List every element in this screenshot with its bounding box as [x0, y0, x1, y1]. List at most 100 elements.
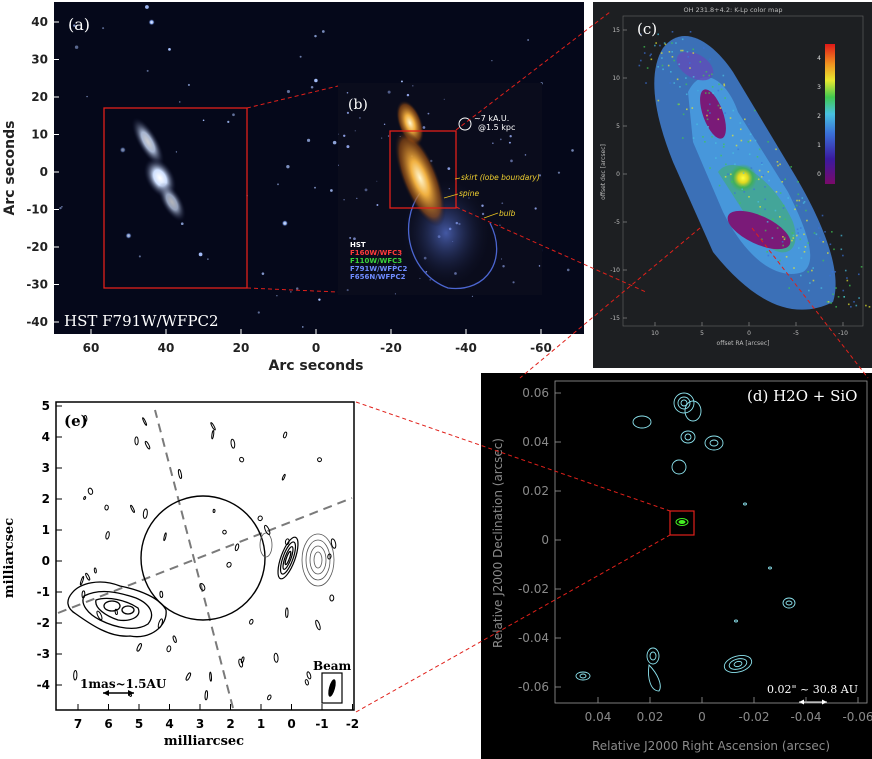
- panel-b-legend-item: F791W/WFPC2: [350, 265, 407, 273]
- panel-e-ytick-label: 0: [42, 554, 50, 568]
- panel-a-ytick-label: -30: [26, 278, 48, 292]
- panel-b: ~7 kA.U. @1.5 kpc skirt (lobe boundary) …: [338, 83, 542, 295]
- panel-e-xtick-label: 0: [287, 717, 295, 731]
- panel-a-xtick-label: 60: [83, 341, 100, 355]
- panel-a-xtick-label: -40: [455, 341, 477, 355]
- panel-a-ytick-label: -10: [26, 203, 48, 217]
- panel-e-ytick-label: 4: [42, 430, 50, 444]
- panel-d-xtick-label: 0.02: [637, 710, 664, 724]
- panel-e-figure: Beam 1mas~1.5AU (e) 7 6 5 4 3 2 1 0 -1 -2 5 4 3 2 1 0 -…: [2, 399, 359, 749]
- panel-a-xtick-label: 40: [158, 341, 175, 355]
- panel-c-label: (c): [637, 20, 657, 38]
- panel-c-xtick-label: -5: [793, 330, 799, 337]
- panel-a-zoom-box: [103, 107, 248, 289]
- panel-a-ytick-label: 30: [31, 53, 48, 67]
- panel-e: Beam 1mas~1.5AU (e) 7 6 5 4 3 2 1 0 -1 -2 5 4 3 2 1 0 -…: [0, 388, 362, 759]
- panel-d-frame: [554, 380, 868, 704]
- panel-c-ytick-label: -10: [610, 267, 620, 274]
- panel-d-ytick-label: 0.04: [522, 435, 549, 449]
- panel-e-xtick-label: 7: [74, 717, 82, 731]
- panel-c-ytick-label: -5: [614, 219, 620, 226]
- panel-b-scale-line2: @1.5 kpc: [478, 123, 515, 132]
- panel-a-nebula: [131, 117, 186, 222]
- panel-b-legend-item: F110W/WFC3: [350, 257, 402, 265]
- panel-c-ytick-label: 15: [612, 27, 620, 34]
- panel-e-contours-west: [67, 581, 167, 638]
- panel-d-xticks: 0.04 0.02 0 -0.02 -0.04 -0.06: [585, 697, 872, 724]
- panel-e-ytick-label: 2: [42, 492, 50, 506]
- panel-e-xticks: 7 6 5 4 3 2 1 0 -1 -2: [74, 704, 359, 731]
- panel-a-yticks: 40 30 20 10 0 -10 -20 -30 -40: [26, 15, 59, 329]
- panel-d-contours: [575, 392, 796, 692]
- panel-a-ytick-label: 0: [40, 165, 48, 179]
- panel-d-xtick-label: 0.04: [585, 710, 612, 724]
- panel-d-ytick-label: 0: [541, 533, 549, 547]
- panel-e-dashed-axis-2: [57, 497, 353, 614]
- panel-a-xtick-label: 20: [233, 341, 250, 355]
- panel-c-ytick-label: 5: [616, 123, 620, 130]
- panel-e-xtick-label: 3: [196, 717, 204, 731]
- panel-c-colorbar-tick: 3: [817, 84, 821, 91]
- panel-d-zoom-box: [669, 510, 695, 536]
- panel-a-xlabel: Arc seconds: [269, 358, 364, 374]
- panel-b-legend-item: HST: [350, 241, 366, 249]
- panel-e-xtick-label: -2: [346, 717, 359, 731]
- panel-a-xtick-label: -20: [380, 341, 402, 355]
- panel-e-xlabel: milliarcsec: [164, 734, 244, 749]
- panel-a-label: (a): [68, 15, 90, 34]
- panel-a-ytick-label: 10: [31, 128, 48, 142]
- panel-e-ytick-label: 5: [42, 399, 50, 413]
- panel-c-ytick-label: 10: [612, 75, 620, 82]
- panel-d-label: (d) H2O + SiO: [747, 387, 857, 405]
- panel-a-ytick-label: 20: [31, 90, 48, 104]
- panel-e-beam-box: [321, 672, 343, 704]
- panel-d-xtick-label: -0.06: [842, 710, 872, 724]
- panel-d-ytick-label: -0.04: [518, 631, 549, 645]
- panel-e-xtick-label: 2: [226, 717, 234, 731]
- panel-b-bulb-label: bulb: [499, 209, 516, 218]
- panel-a-ylabel: Arc seconds: [2, 121, 18, 216]
- panel-d-ytick-label: -0.02: [518, 582, 549, 596]
- panel-e-xtick-label: 5: [135, 717, 143, 731]
- panel-c-colorbar-tick: 0: [817, 171, 821, 178]
- panel-e-ylabel: milliarcsec: [2, 518, 17, 598]
- panel-d-xlabel: Relative J2000 Right Ascension (arcsec): [592, 739, 830, 753]
- panel-e-dashed-axis-1: [154, 409, 234, 709]
- panel-b-figure: ~7 kA.U. @1.5 kpc skirt (lobe boundary) …: [338, 85, 542, 295]
- panel-c-title: OH 231.8+4.2: K-Lp color map: [684, 6, 783, 14]
- panel-d-ytick-label: -0.06: [518, 680, 549, 694]
- panel-b-legend: HSTF160W/WFC3F110W/WFC3F791W/WFPC2F656N/…: [350, 241, 407, 281]
- panel-b-scale-line1: ~7 kA.U.: [474, 114, 509, 123]
- panel-c-ytick-label: 0: [616, 171, 620, 178]
- panel-e-beam-label: Beam: [313, 659, 352, 673]
- panel-b-label: (b): [348, 97, 368, 113]
- panel-c-colorbar-tick: 4: [817, 55, 821, 62]
- panel-e-beam-ellipse: [328, 679, 336, 697]
- panel-e-contours-faint: [259, 532, 335, 587]
- panel-e-circle: [140, 495, 266, 621]
- panel-b-zoom-box: [389, 130, 457, 209]
- panel-c-xtick-label: -10: [838, 330, 848, 337]
- panel-d-ylabel: Relative J2000 Declination (arcsec): [491, 438, 505, 648]
- panel-c-xlabel: offset RA [arcsec]: [717, 340, 770, 347]
- panel-d-xtick-label: -0.04: [790, 710, 821, 724]
- panel-c-xtick-label: 10: [651, 330, 659, 337]
- panel-b-scale-circle: [458, 117, 472, 131]
- panel-c-xtick-label: 5: [700, 330, 704, 337]
- panel-d-xtick-label: 0: [698, 710, 706, 724]
- panel-a-caption: HST F791W/WFPC2: [64, 312, 219, 330]
- panel-b-legend-item: F160W/WFC3: [350, 249, 402, 257]
- panel-e-contours-east: [277, 536, 299, 580]
- panel-c-colorbar-tick: 1: [817, 142, 821, 149]
- panel-d-xtick-label: -0.02: [738, 710, 769, 724]
- panel-e-specks: [73, 415, 337, 701]
- panel-a-xtick-label: 0: [312, 341, 320, 355]
- panel-e-ytick-label: -2: [37, 616, 50, 630]
- panel-c-ylabel: offset dec [arcsec]: [600, 144, 607, 200]
- panel-d-ytick-label: 0.06: [522, 386, 549, 400]
- panel-b-legend-item: F656N/WFPC2: [350, 273, 406, 281]
- panel-e-ytick-label: -1: [37, 585, 50, 599]
- panel-e-xtick-label: 6: [104, 717, 112, 731]
